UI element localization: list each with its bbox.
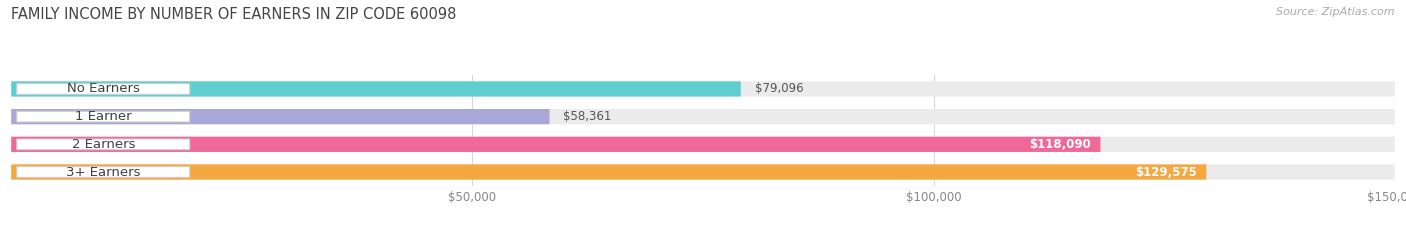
FancyBboxPatch shape [17,167,190,177]
Text: 2 Earners: 2 Earners [72,138,135,151]
FancyBboxPatch shape [11,81,741,96]
Text: $129,575: $129,575 [1135,165,1197,178]
Text: $79,096: $79,096 [755,82,803,96]
FancyBboxPatch shape [11,164,1206,180]
FancyBboxPatch shape [17,111,190,122]
Text: No Earners: No Earners [67,82,139,96]
FancyBboxPatch shape [11,109,1395,124]
FancyBboxPatch shape [11,109,550,124]
FancyBboxPatch shape [17,139,190,150]
FancyBboxPatch shape [11,81,1395,96]
Text: $118,090: $118,090 [1029,138,1091,151]
Text: 1 Earner: 1 Earner [75,110,132,123]
Text: FAMILY INCOME BY NUMBER OF EARNERS IN ZIP CODE 60098: FAMILY INCOME BY NUMBER OF EARNERS IN ZI… [11,7,457,22]
FancyBboxPatch shape [11,164,1395,180]
FancyBboxPatch shape [17,84,190,94]
Text: 3+ Earners: 3+ Earners [66,165,141,178]
Text: $58,361: $58,361 [564,110,612,123]
FancyBboxPatch shape [11,137,1395,152]
FancyBboxPatch shape [11,137,1101,152]
Text: Source: ZipAtlas.com: Source: ZipAtlas.com [1277,7,1395,17]
